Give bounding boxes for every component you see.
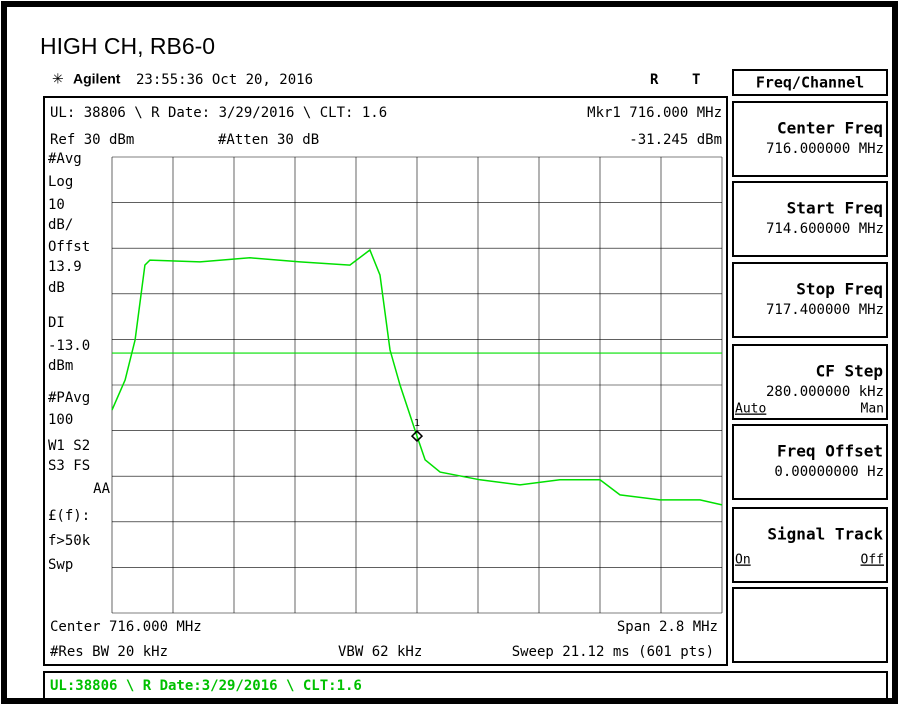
menu-title-box: [732, 69, 888, 96]
softkey-label: Freq Offset: [777, 442, 883, 461]
side-label: #PAvg: [48, 390, 90, 406]
display-border: [43, 96, 728, 666]
softkey[interactable]: [732, 344, 888, 420]
side-label: W1 S2: [48, 438, 90, 454]
softkey-label: Signal Track: [767, 525, 883, 544]
atten: #Atten 30 dB: [218, 132, 319, 148]
sweep: Sweep 21.12 ms (601 pts): [512, 644, 714, 660]
softkey-option: Auto: [735, 402, 766, 417]
softkey[interactable]: [732, 587, 888, 663]
softkey[interactable]: [732, 507, 888, 583]
softkey-label: CF Step: [816, 362, 883, 381]
softkey-label: Stop Freq: [796, 280, 883, 299]
softkey-value: 280.000000 kHz: [766, 384, 884, 400]
side-label: 100: [48, 412, 73, 428]
side-label: 10: [48, 197, 65, 213]
softkey-option: On: [735, 553, 751, 568]
softkey[interactable]: [732, 181, 888, 257]
side-label: DI: [48, 315, 65, 331]
timestamp: 23:55:36 Oct 20, 2016: [136, 72, 313, 88]
softkey-label: Start Freq: [787, 199, 883, 218]
flag: T: [692, 72, 700, 88]
status: UL:38806 \ R Date:3/29/2016 \ CLT:1.6: [50, 678, 362, 694]
side-label: dB: [48, 280, 65, 296]
side-label: -13.0: [48, 338, 90, 354]
center: Center 716.000 MHz: [50, 619, 202, 635]
top-left: UL: 38806 \ R Date: 3/29/2016 \ CLT: 1.6: [50, 105, 387, 121]
logo: ✳: [52, 71, 64, 87]
softkey[interactable]: [732, 101, 888, 177]
softkey[interactable]: [732, 262, 888, 338]
menu-title: Freq/Channel: [756, 74, 864, 92]
side-label: dB/: [48, 217, 73, 233]
softkey-value: 717.400000 MHz: [766, 302, 884, 318]
softkey-value: 716.000000 MHz: [766, 141, 884, 157]
side-label: Log: [48, 174, 73, 190]
flag: R: [650, 72, 659, 88]
marker-label: Mkr1 716.000 MHz: [587, 105, 722, 121]
trace: [111, 248, 723, 506]
rbw: #Res BW 20 kHz: [50, 644, 168, 660]
softkey-option: Off: [861, 553, 884, 568]
softkey-option: Man: [861, 402, 884, 417]
side-label: AA: [93, 481, 110, 497]
side-label: f>50k: [48, 533, 91, 549]
side-label: 13.9: [48, 259, 82, 275]
title: HIGH CH, RB6-0: [40, 33, 215, 59]
softkey-value: 0.00000000 Hz: [774, 464, 884, 480]
side-label: S3 FS: [48, 458, 90, 474]
side-label: Offst: [48, 239, 90, 255]
side-label: #Avg: [48, 151, 82, 167]
marker: [410, 430, 424, 443]
softkey-label: Center Freq: [777, 119, 883, 138]
status-box: [43, 671, 888, 700]
marker-value: -31.245 dBm: [629, 132, 722, 148]
side-label: £(f):: [48, 508, 90, 524]
ref-level: Ref 30 dBm: [50, 132, 134, 148]
vbw: VBW 62 kHz: [338, 644, 422, 660]
side-label: Swp: [48, 557, 73, 573]
marker-id: 1: [414, 418, 420, 429]
brand: Agilent: [73, 71, 121, 87]
span: Span 2.8 MHz: [617, 619, 718, 635]
softkey-value: 714.600000 MHz: [766, 221, 884, 237]
side-label: dBm: [48, 358, 73, 374]
softkey[interactable]: [732, 424, 888, 500]
